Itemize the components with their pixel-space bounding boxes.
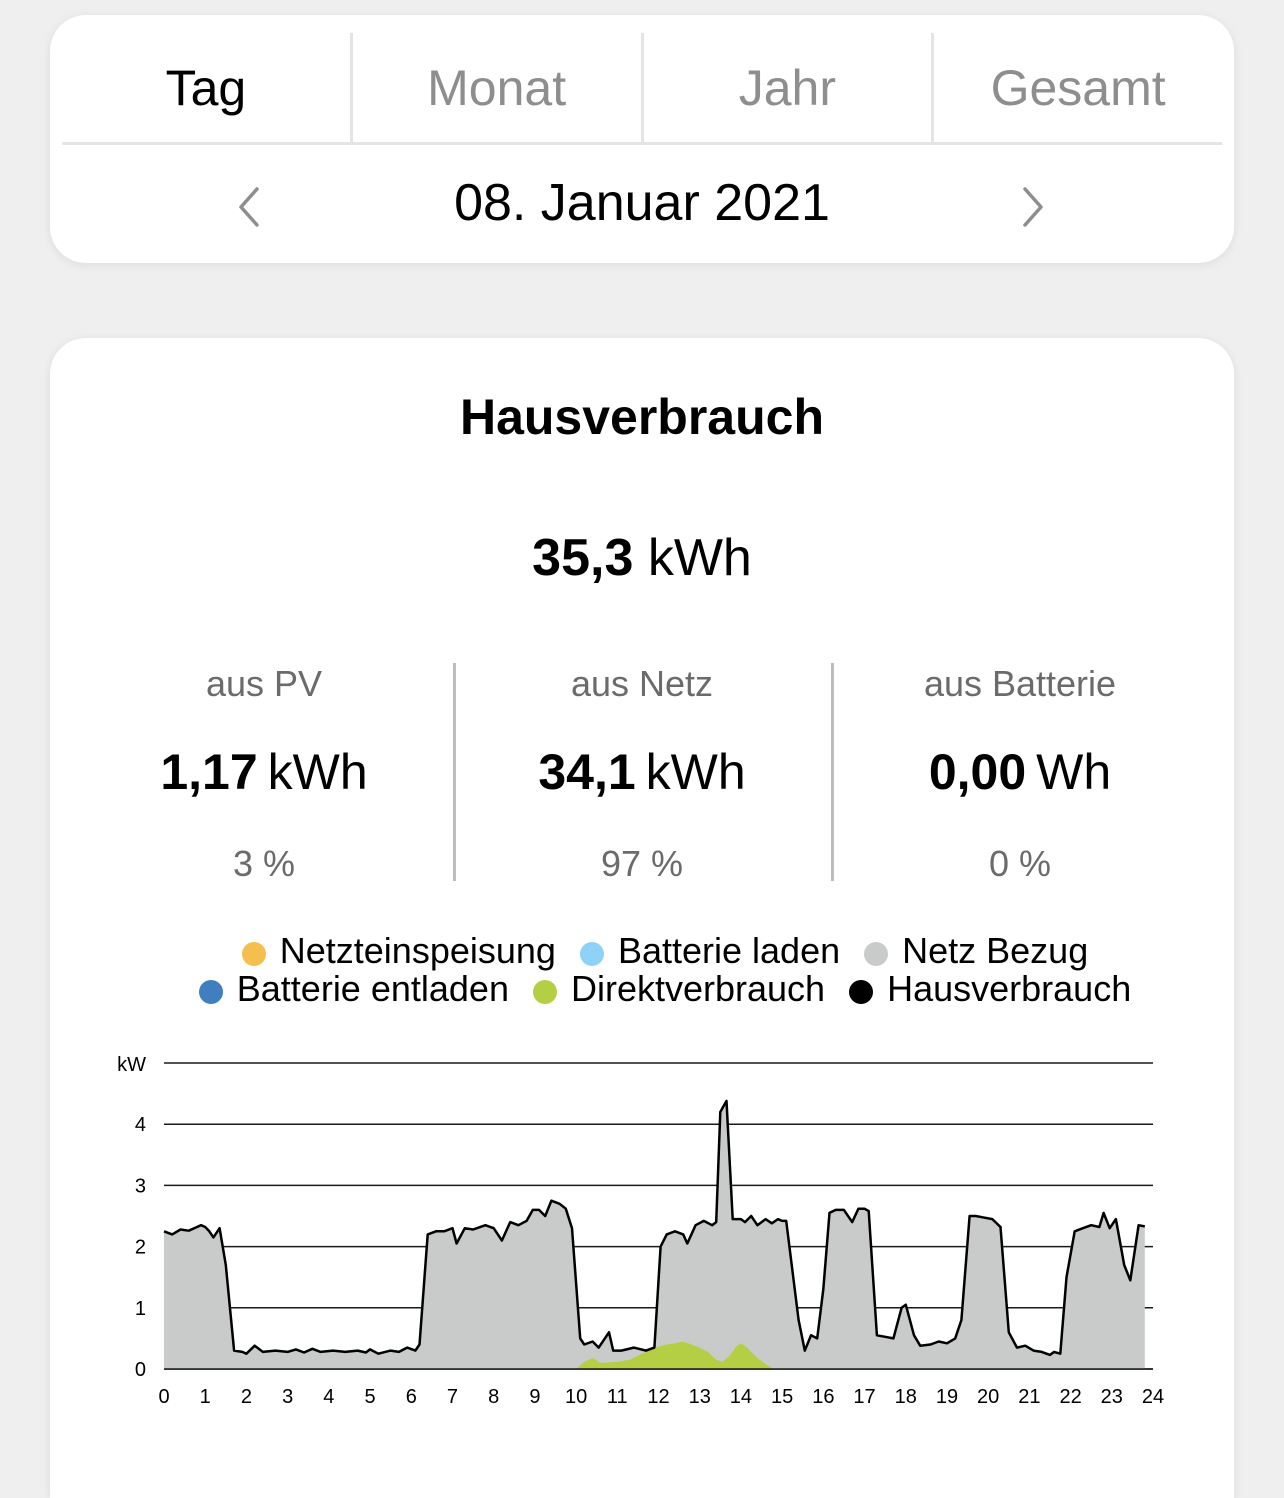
legend-label: Netzteinspeisung [279,930,556,971]
stat-value: 1,17 kWh [75,743,453,805]
date-selector-card: Tag Monat Jahr Gesamt 08. Januar 2021 [50,15,1234,263]
stat-pv: aus PV 1,17 kWh 3 % [75,663,453,885]
x-tick-label: 9 [529,1386,540,1408]
legend-dot [532,980,557,1004]
stat-value: 0,00 Wh [831,743,1209,805]
x-tick-label: 12 [647,1386,669,1408]
legend-item[interactable]: Hausverbrauch [849,968,1131,1010]
x-tick-label: 11 [607,1386,628,1408]
legend-item[interactable]: Batterie laden [579,930,841,972]
x-tick-label: 22 [1059,1386,1081,1408]
x-tick-label: 5 [364,1386,375,1408]
y-tick-label: 3 [135,1175,146,1197]
x-tick-label: 16 [812,1386,834,1408]
y-tick-label: 0 [135,1359,146,1381]
total-consumption: 35,3 kWh [50,528,1234,588]
x-tick-label: 13 [689,1386,711,1408]
x-tick-label: 18 [895,1386,917,1408]
legend-item[interactable]: Batterie entladen [198,968,509,1010]
legend-dot [241,942,266,966]
x-tick-label: 6 [406,1386,417,1408]
stat-unit: Wh [1036,744,1112,800]
stat-battery: aus Batterie 0,00 Wh 0 % [831,663,1209,885]
tabs-divider [62,142,1222,145]
x-tick-label: 4 [323,1386,334,1408]
x-tick-label: 2 [241,1386,252,1408]
stat-label: aus PV [205,663,323,704]
stat-grid: aus Netz 34,1 kWh 97 % [453,663,831,885]
legend-dot [864,942,889,966]
x-tick-label: 3 [282,1386,293,1408]
stat-value: 34,1 kWh [453,743,831,805]
legend-label: Batterie laden [617,930,841,971]
previous-date-button[interactable] [220,177,280,237]
stat-label: aus Netz [570,663,714,704]
stat-percent: 97 % [600,843,684,884]
x-tick-label: 7 [447,1386,458,1408]
stat-unit: kWh [645,744,746,800]
legend-dot [579,942,604,966]
legend-label: Hausverbrauch [887,968,1132,1009]
stat-divider [831,663,834,881]
y-tick-label: 1 [135,1298,146,1320]
x-tick-label: 14 [730,1386,752,1408]
card-title: Hausverbrauch [459,389,825,445]
legend-dot [849,980,874,1004]
current-date: 08. Januar 2021 [454,174,830,232]
total-unit: kWh [647,529,752,587]
legend-item[interactable]: Direktverbrauch [532,968,826,1010]
tab-monat[interactable]: Monat [353,33,644,143]
direct-consumption-area [576,1341,774,1369]
legend-item[interactable]: Netz Bezug [864,930,1088,972]
y-axis-unit-label: kW [117,1054,146,1076]
chevron-left-icon [239,187,259,227]
stat-number: 0,00 [928,744,1027,800]
legend-label: Batterie entladen [236,968,509,1009]
x-tick-label: 15 [771,1386,793,1408]
y-tick-label: 2 [135,1237,146,1259]
stat-number: 34,1 [538,744,636,800]
x-tick-label: 0 [158,1386,169,1408]
tab-gesamt[interactable]: Gesamt [990,60,1166,116]
x-tick-label: 8 [488,1386,499,1408]
x-tick-label: 21 [1018,1386,1040,1408]
chevron-right-icon [1023,187,1043,227]
y-tick-label: 4 [135,1114,146,1136]
chart-legend-row-1: Netzteinspeisung Batterie laden Netz Bez… [50,930,1234,972]
chart-legend-row-2: Batterie entladen Direktverbrauch Hausve… [50,968,1234,1010]
x-tick-label: 20 [977,1386,999,1408]
date-navigation: 08. Januar 2021 [50,155,1234,255]
period-tabs: Tag Monat Jahr Gesamt [62,33,1222,143]
x-tick-label: 19 [936,1386,958,1408]
legend-item[interactable]: Netzteinspeisung [241,930,556,972]
tab-jahr[interactable]: Jahr [644,33,935,143]
x-tick-label: 24 [1142,1386,1164,1408]
total-value: 35,3 [532,529,634,587]
stat-percent: 3 % [232,843,296,884]
legend-label: Direktverbrauch [570,968,826,1009]
x-tick-label: 1 [200,1386,211,1408]
x-tick-label: 10 [565,1386,587,1408]
stat-divider [453,663,456,881]
stat-percent: 0 % [988,843,1052,884]
x-tick-label: 23 [1101,1386,1123,1408]
x-tick-label: 17 [853,1386,875,1408]
stat-label: aus Batterie [923,663,1117,704]
stat-number: 1,17 [160,744,258,800]
legend-label: Netz Bezug [902,930,1089,971]
tab-tag[interactable]: Tag [62,33,353,143]
house-consumption-card: Hausverbrauch 35,3 kWh aus PV 1,17 kWh 3… [50,338,1234,1498]
next-date-button[interactable] [1002,177,1062,237]
stat-unit: kWh [267,744,368,800]
legend-dot [198,980,223,1004]
house-consumption-line [163,1099,1146,1357]
